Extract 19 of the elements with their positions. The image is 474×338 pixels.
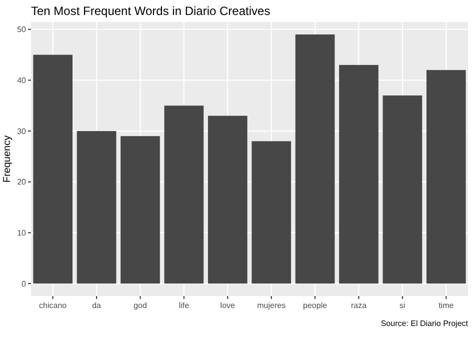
- y-tick-label: 30: [17, 126, 27, 136]
- x-tick-label: mujeres: [257, 301, 286, 310]
- x-tick-label: time: [438, 301, 454, 310]
- y-tick-label: 0: [22, 279, 27, 288]
- y-tick-label: 20: [17, 178, 27, 187]
- x-tick-label: da: [92, 301, 102, 310]
- chart-title: Ten Most Frequent Words in Diario Creatives: [31, 4, 270, 18]
- x-tick-label: god: [134, 301, 147, 310]
- x-tick-label: people: [303, 301, 328, 310]
- y-tick-label: 50: [17, 25, 27, 34]
- x-tick-label: chicano: [39, 301, 68, 310]
- x-tick-label: life: [178, 301, 190, 310]
- x-tick-label: raza: [350, 301, 368, 310]
- y-tick-label: 40: [17, 76, 27, 86]
- source-note: Source: El Diario Project: [380, 319, 469, 328]
- x-tick-label: si: [400, 301, 406, 310]
- y-axis-title: Frequency: [2, 135, 13, 183]
- y-tick-label: 10: [17, 228, 27, 238]
- x-tick-label: love: [220, 301, 236, 310]
